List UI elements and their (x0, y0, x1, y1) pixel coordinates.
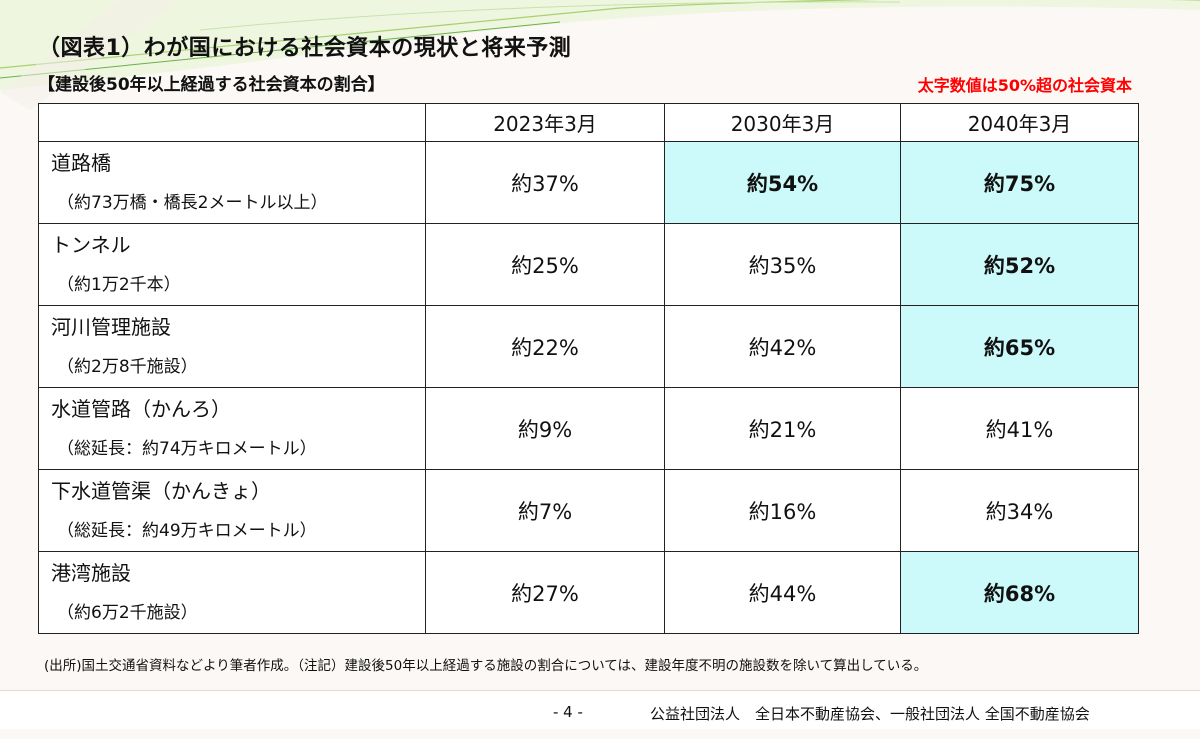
value-cell: 約9% (425, 387, 665, 470)
value-cell: 約34% (900, 469, 1139, 552)
item-cell: 河川管理施設 （約2万8千施設） (38, 305, 426, 388)
item-detail: （約73万橋・橋長2メートル以上） (57, 192, 328, 213)
table-row: 港湾施設 （約6万2千施設） 約27% 約44% 約68% (38, 551, 1139, 634)
table-row: 道路橋 （約73万橋・橋長2メートル以上） 約37% 約54% 約75% (38, 141, 1139, 224)
source-footnote: (出所)国土交通省資料などより筆者作成。（注記）建設後50年以上経過する施設の割… (44, 658, 928, 674)
item-name: 道路橋 (51, 150, 111, 175)
value-cell: 約52% (900, 223, 1139, 306)
value-cell: 約27% (425, 551, 665, 634)
item-detail: （約2万8千施設） (57, 356, 198, 377)
value-cell: 約44% (664, 551, 901, 634)
value-cell: 約41% (900, 387, 1139, 470)
value-cell: 約37% (425, 141, 665, 224)
value-cell: 約22% (425, 305, 665, 388)
page-number: - 4 - (553, 703, 583, 721)
item-cell: トンネル （約1万2千本） (38, 223, 426, 306)
social-capital-table: 2023年3月 2030年3月 2040年3月 道路橋 （約73万橋・橋長2メート… (38, 103, 1139, 634)
header-2030: 2030年3月 (664, 103, 901, 142)
item-cell: 水道管路（かんろ） （総延長：約74万キロメートル） (38, 387, 426, 470)
header-2040: 2040年3月 (900, 103, 1139, 142)
item-name: 下水道管渠（かんきょ） (51, 478, 271, 503)
item-detail: （約1万2千本） (57, 274, 181, 295)
item-detail: （約6万2千施設） (57, 602, 198, 623)
header-blank (38, 103, 426, 142)
table-row: トンネル （約1万2千本） 約25% 約35% 約52% (38, 223, 1139, 306)
footer-bar (0, 690, 1200, 729)
section-subtitle: 【建設後50年以上経過する社会資本の割合】 (38, 75, 385, 95)
page-title: （図表1）わが国における社会資本の現状と将来予測 (38, 36, 572, 61)
item-detail: （総延長：約74万キロメートル） (57, 438, 317, 459)
item-name: 水道管路（かんろ） (51, 396, 231, 421)
value-cell: 約75% (900, 141, 1139, 224)
value-cell: 約65% (900, 305, 1139, 388)
table-row: 水道管路（かんろ） （総延長：約74万キロメートル） 約9% 約21% 約41% (38, 387, 1139, 470)
item-name: 港湾施設 (51, 560, 131, 585)
item-name: トンネル (51, 232, 131, 257)
value-cell: 約35% (664, 223, 901, 306)
value-cell: 約68% (900, 551, 1139, 634)
value-cell: 約54% (664, 141, 901, 224)
value-cell: 約25% (425, 223, 665, 306)
bold-values-note: 太字数値は50%超の社会資本 (917, 76, 1132, 95)
item-name: 河川管理施設 (51, 314, 171, 339)
value-cell: 約21% (664, 387, 901, 470)
item-cell: 港湾施設 （約6万2千施設） (38, 551, 426, 634)
table-row: 河川管理施設 （約2万8千施設） 約22% 約42% 約65% (38, 305, 1139, 388)
footer-organization: 公益社団法人 全日本不動産協会、一般社団法人 全国不動産協会 (650, 705, 1090, 723)
value-cell: 約42% (664, 305, 901, 388)
item-detail: （総延長：約49万キロメートル） (57, 520, 317, 541)
item-cell: 道路橋 （約73万橋・橋長2メートル以上） (38, 141, 426, 224)
value-cell: 約16% (664, 469, 901, 552)
value-cell: 約7% (425, 469, 665, 552)
header-2023: 2023年3月 (425, 103, 665, 142)
header-decoration (0, 0, 1200, 110)
table-row: 下水道管渠（かんきょ） （総延長：約49万キロメートル） 約7% 約16% 約34% (38, 469, 1139, 552)
item-cell: 下水道管渠（かんきょ） （総延長：約49万キロメートル） (38, 469, 426, 552)
table-header-row: 2023年3月 2030年3月 2040年3月 (38, 103, 1139, 142)
